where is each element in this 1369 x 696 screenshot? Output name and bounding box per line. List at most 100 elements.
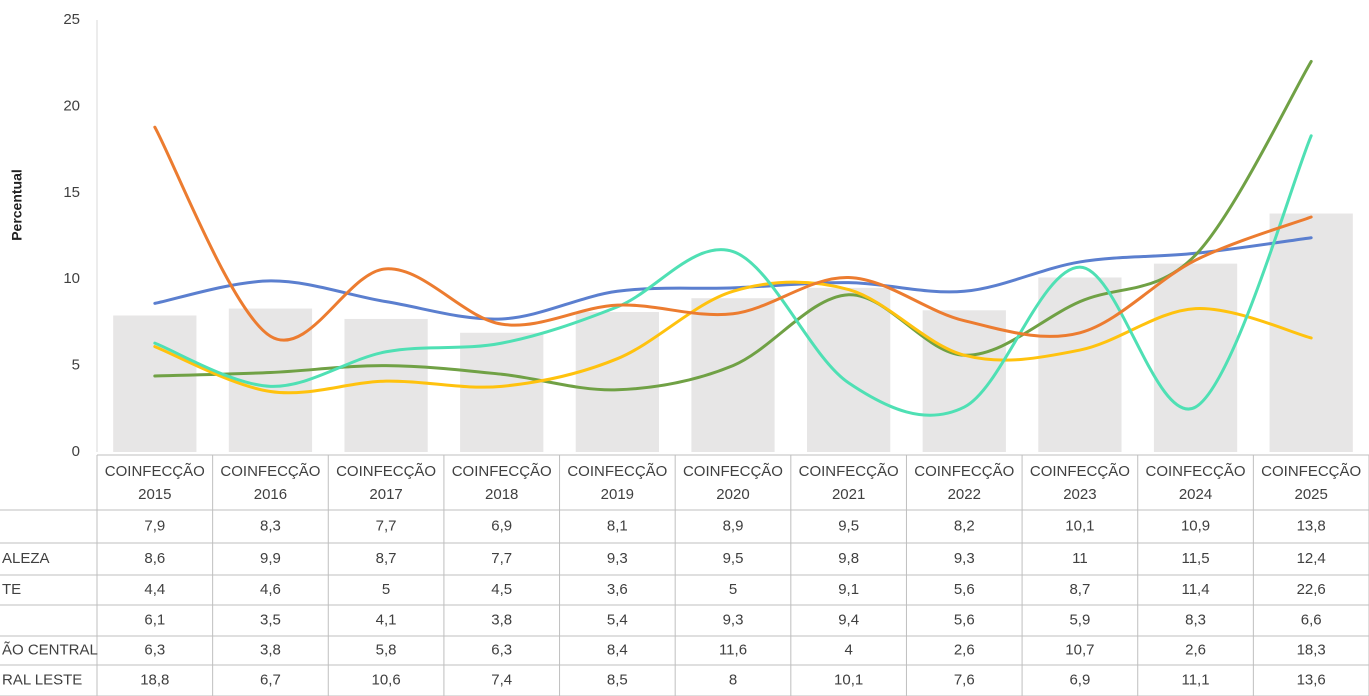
y-tick-label: 5 [72, 357, 80, 374]
x-tick-label: COINFECÇÃO 2015 [104, 463, 205, 503]
data-label: 9,8 [838, 550, 859, 567]
data-label: 5,9 [1069, 611, 1090, 628]
data-label: 4 [844, 641, 852, 658]
data-label: 6,9 [1069, 671, 1090, 688]
data-label: 5 [729, 581, 737, 598]
data-label: 5,6 [954, 611, 975, 628]
data-label: 7,9 [144, 517, 165, 534]
bar [1269, 213, 1353, 452]
x-tick-label: COINFECÇÃO 2017 [336, 463, 437, 503]
line-series [153, 59, 1313, 392]
x-tick-label: COINFECÇÃO 2023 [1029, 463, 1130, 503]
data-label: 4,4 [144, 581, 165, 598]
legend-label: ALEZA [2, 550, 50, 567]
data-label: 6,6 [1301, 611, 1322, 628]
y-tick-label: 15 [63, 184, 80, 201]
data-label: 5,8 [376, 641, 397, 658]
data-label: 3,8 [491, 611, 512, 628]
y-tick-label: 20 [63, 97, 80, 114]
data-label: 7,4 [491, 671, 512, 688]
data-label: 3,5 [260, 611, 281, 628]
data-label: 9,4 [838, 611, 859, 628]
x-tick-label: COINFECÇÃO 2021 [798, 463, 899, 503]
x-tick-label: COINFECÇÃO 2016 [220, 463, 321, 503]
data-label: 10,7 [1065, 641, 1094, 658]
data-label: 3,6 [607, 581, 628, 598]
data-label: 5,6 [954, 581, 975, 598]
data-label: 11,4 [1181, 581, 1209, 598]
data-label: 5 [382, 581, 390, 598]
data-label: 13,6 [1297, 671, 1326, 688]
data-label: 13,8 [1297, 517, 1326, 534]
data-label: 8,3 [1185, 611, 1206, 628]
data-label: 11 [1072, 550, 1088, 567]
data-label: 9,1 [838, 581, 859, 598]
data-label: 11,6 [719, 641, 747, 658]
y-axis-title: Percentual [9, 169, 25, 241]
data-label: 7,6 [954, 671, 975, 688]
data-label: 8,3 [260, 517, 281, 534]
data-label: 18,8 [140, 671, 169, 688]
legend-label: ÃO CENTRAL [2, 641, 98, 658]
data-label: 6,7 [260, 671, 281, 688]
data-label: 8,5 [607, 671, 628, 688]
data-label: 12,4 [1297, 550, 1326, 567]
data-label: 8,4 [607, 641, 628, 658]
data-label: 6,1 [144, 611, 165, 628]
data-label: 9,9 [260, 550, 281, 567]
data-label: 11,5 [1181, 550, 1209, 567]
data-label: 22,6 [1297, 581, 1326, 598]
data-label: 2,6 [954, 641, 975, 658]
data-label: 7,7 [376, 517, 397, 534]
data-label: 9,3 [607, 550, 628, 567]
data-label: 11,1 [1181, 671, 1209, 688]
data-label: 6,3 [144, 641, 165, 658]
x-tick-label: COINFECÇÃO 2019 [567, 463, 668, 503]
data-label: 4,5 [491, 581, 512, 598]
data-label: 9,3 [954, 550, 975, 567]
data-label: 8,2 [954, 517, 975, 534]
x-tick-label: COINFECÇÃO 2022 [914, 463, 1015, 503]
line-series [153, 125, 1313, 342]
data-label: 8,6 [144, 550, 165, 567]
data-label: 9,5 [723, 550, 744, 567]
bar [344, 318, 428, 452]
legend-label: RAL LESTE [2, 671, 82, 688]
data-label: 10,6 [371, 671, 400, 688]
data-label: 10,1 [834, 671, 863, 688]
bar [460, 332, 544, 452]
line-series [153, 236, 1313, 321]
x-tick-label: COINFECÇÃO 2024 [1145, 463, 1246, 503]
data-label: 9,5 [838, 517, 859, 534]
x-tick-label: COINFECÇÃO 2025 [1261, 463, 1362, 503]
line-series [153, 134, 1313, 417]
data-label: 9,3 [723, 611, 744, 628]
data-label: 8,1 [607, 517, 628, 534]
bar [1038, 277, 1122, 452]
bar [113, 315, 197, 452]
data-label: 6,9 [491, 517, 512, 534]
data-label: 8,9 [723, 517, 744, 534]
data-label: 4,1 [376, 611, 397, 628]
legend-label: TE [2, 581, 21, 598]
data-label: 3,8 [260, 641, 281, 658]
data-label: 5,4 [607, 611, 628, 628]
bar [807, 287, 891, 452]
data-label: 6,3 [491, 641, 512, 658]
data-label: 8,7 [376, 550, 397, 567]
y-tick-label: 25 [63, 11, 80, 28]
bar [575, 312, 659, 452]
data-label: 8,7 [1069, 581, 1090, 598]
data-label: 4,6 [260, 581, 281, 598]
line-series [153, 280, 1313, 395]
y-tick-label: 0 [72, 443, 80, 460]
data-label: 7,7 [491, 550, 512, 567]
bar [1153, 263, 1238, 452]
data-label: 10,9 [1181, 517, 1210, 534]
y-tick-label: 10 [63, 270, 80, 287]
x-tick-label: COINFECÇÃO 2020 [682, 463, 783, 503]
data-label: 10,1 [1065, 517, 1094, 534]
x-tick-label: COINFECÇÃO 2018 [451, 463, 552, 503]
